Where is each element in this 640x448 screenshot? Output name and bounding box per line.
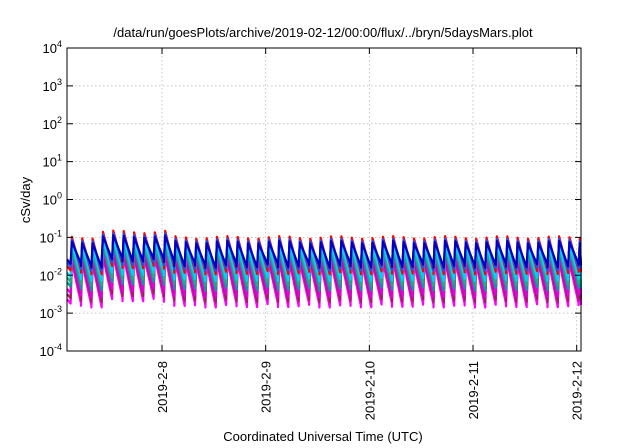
x-axis-label: Coordinated Universal Time (UTC): [223, 429, 422, 444]
y-tick-label: 10-2: [40, 266, 62, 283]
x-tick-label: 2019-2-12: [570, 361, 585, 420]
y-tick-label: 10-4: [40, 342, 62, 359]
series-line: [66, 236, 583, 283]
axis-ticks: 10-4 10-3 10-2 10-1 100 101 102 103 104 2019-2-8 2…: [40, 39, 585, 420]
y-tick-label: 102: [43, 115, 62, 132]
y-tick-label: 10-1: [40, 228, 62, 245]
chart-title: /data/run/goesPlots/archive/2019-02-12/0…: [113, 25, 533, 40]
grid: [67, 48, 581, 351]
x-tick-label: 2019-2-8: [155, 361, 170, 413]
y-tick-label: 100: [43, 191, 62, 208]
y-tick-label: 104: [43, 39, 62, 56]
x-tick-label: 2019-2-10: [362, 361, 377, 420]
y-axis-label: cSv/day: [18, 176, 33, 223]
y-tick-label: 103: [43, 77, 62, 94]
y-tick-label: 101: [43, 153, 62, 170]
x-tick-label: 2019-2-9: [259, 361, 274, 413]
x-tick-label: 2019-2-11: [466, 361, 481, 419]
series-line: [66, 234, 583, 269]
series-group: [66, 229, 583, 309]
y-tick-label: 10-3: [40, 304, 62, 321]
